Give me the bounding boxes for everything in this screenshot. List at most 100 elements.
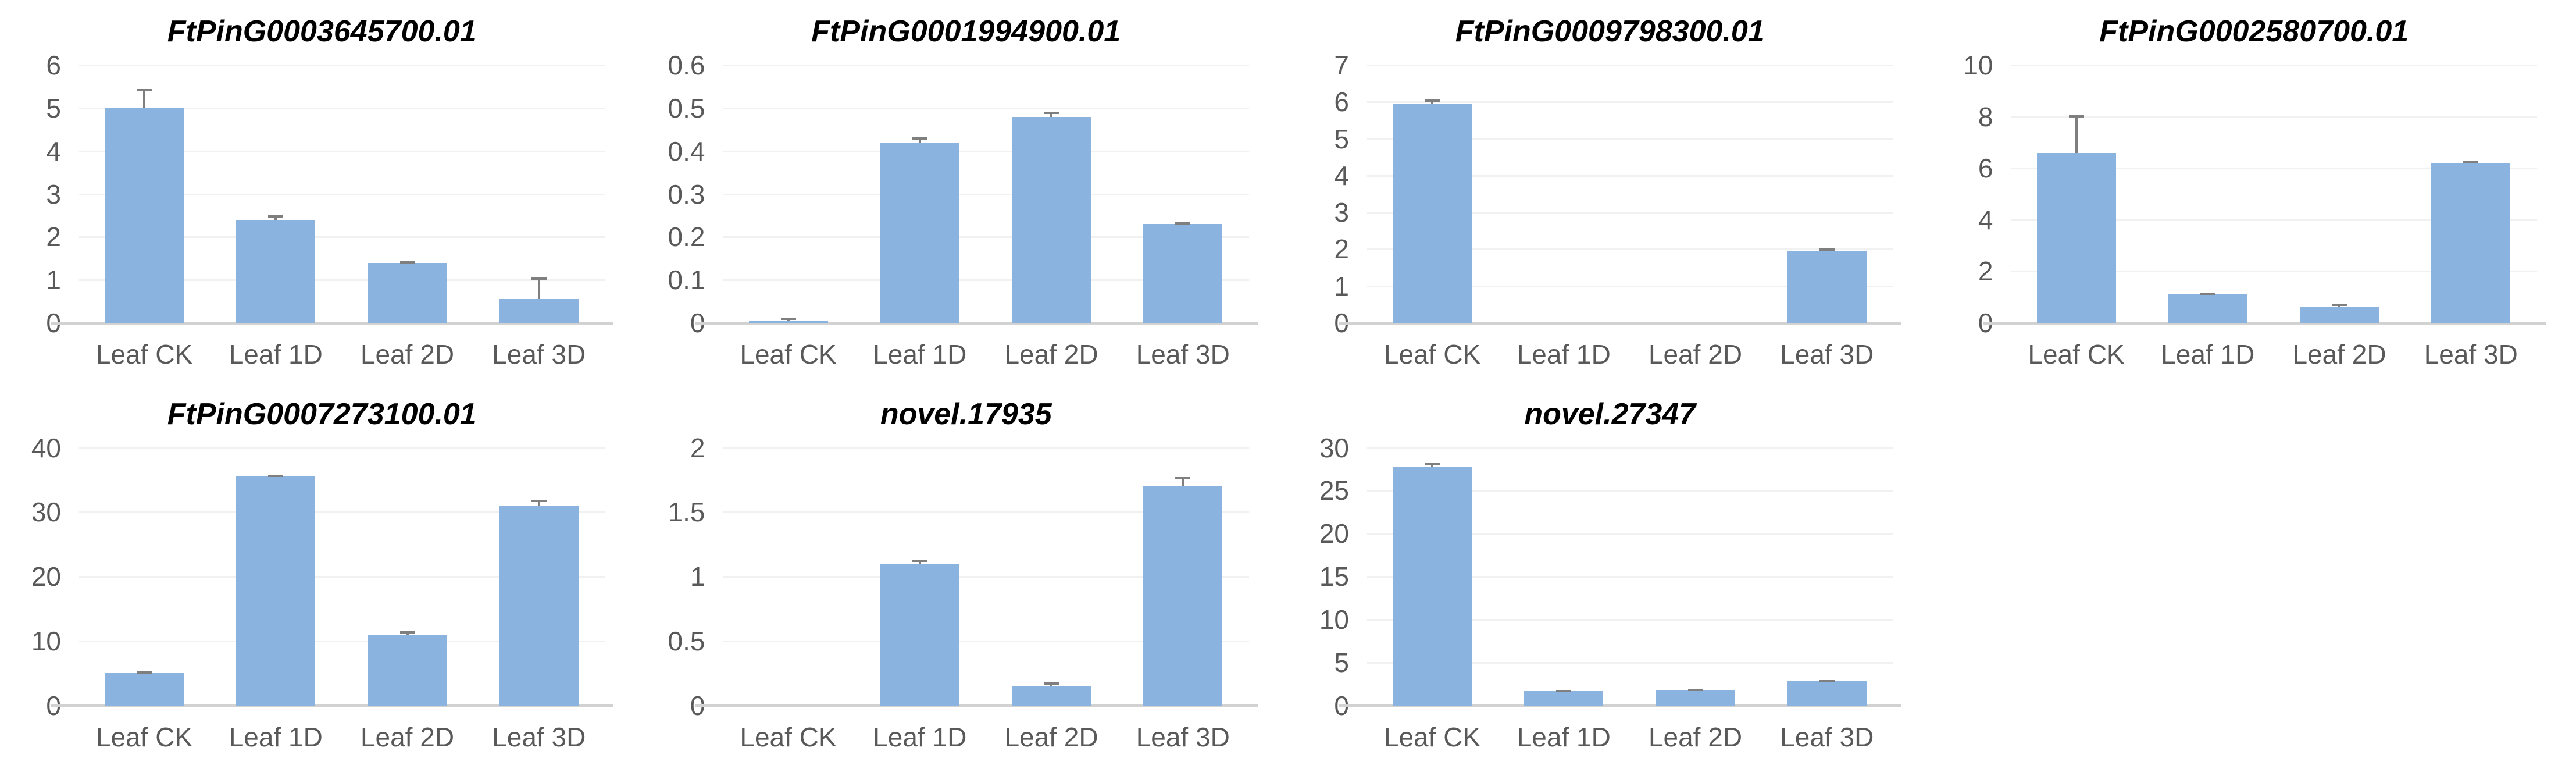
bar-chart: novel.17935 0 0.5 1 1.5 2 Leaf CK Leaf 1D Leaf 2… <box>644 383 1289 765</box>
gridline <box>1367 101 1893 104</box>
error-bar-cap <box>2200 292 2215 295</box>
x-category-label: Leaf CK <box>95 339 193 369</box>
y-tick-label: 4 <box>1978 204 1993 235</box>
bar <box>2300 307 2379 323</box>
bar <box>880 563 959 706</box>
chart-title: FtPinG0001994900.01 <box>811 15 1121 48</box>
y-tick-label: 0.2 <box>668 222 705 252</box>
chart-title: novel.27347 <box>1524 397 1696 431</box>
gridline <box>79 150 605 152</box>
error-bar-cap <box>1044 682 1059 685</box>
gridline <box>79 576 605 578</box>
x-axis-line <box>1982 322 2546 325</box>
gridline <box>722 447 1249 449</box>
empty-cell <box>1932 383 2576 765</box>
gridline <box>79 107 605 109</box>
error-bar-cap <box>1425 463 1440 466</box>
y-tick-label: 1.5 <box>668 497 705 528</box>
error-bar-cap <box>1044 111 1059 114</box>
plot-area <box>1339 65 1901 325</box>
gridline <box>79 65 605 66</box>
gridline <box>1367 65 1893 66</box>
y-tick-label: 4 <box>1334 160 1349 191</box>
x-category-label: Leaf CK <box>95 721 193 752</box>
bar-chart: FtPinG0007273100.01 0 10 20 30 40 Leaf CK Leaf … <box>0 383 644 765</box>
y-tick-label: 7 <box>1334 50 1349 80</box>
bar <box>1143 224 1223 323</box>
y-tick-label: 10 <box>31 625 61 656</box>
bar <box>2168 294 2247 323</box>
gridline <box>1367 447 1893 449</box>
error-bar-cap <box>531 500 547 503</box>
x-category-label: Leaf 1D <box>229 339 323 369</box>
bar <box>2036 152 2116 323</box>
x-category-label: Leaf 1D <box>873 339 967 369</box>
y-tick-label: 0.1 <box>668 265 705 296</box>
gridline <box>1367 138 1893 140</box>
bar-chart: FtPinG0001994900.01 0 0.1 0.2 0.3 0.4 0.5 0.6 Le… <box>644 0 1289 383</box>
y-tick-label: 2 <box>690 432 705 463</box>
y-tick-label: 25 <box>1319 475 1349 506</box>
plot-area <box>51 65 613 325</box>
gridline <box>79 640 605 642</box>
y-tick-label: 6 <box>46 50 61 80</box>
y-tick-label: 10 <box>1319 604 1349 635</box>
error-bar-cap <box>1175 477 1191 480</box>
error-bar-cap <box>2332 303 2347 306</box>
gridline <box>722 279 1249 282</box>
x-category-label: Leaf 3D <box>492 721 586 752</box>
x-axis-line <box>694 322 1258 325</box>
gridline <box>722 65 1249 66</box>
y-tick-label: 1 <box>1334 271 1349 301</box>
gridline <box>722 150 1249 152</box>
bar-chart: FtPinG0009798300.01 0 1 2 3 4 5 6 7 Leaf CK Leaf 1… <box>1288 0 1932 383</box>
y-tick-label: 30 <box>1319 432 1349 463</box>
gridline <box>2010 219 2537 221</box>
x-category-label: Leaf 2D <box>1648 721 1743 752</box>
bar <box>236 476 316 706</box>
y-tick-label: 4 <box>46 136 61 166</box>
y-tick-label: 20 <box>31 561 61 592</box>
x-category-label: Leaf 3D <box>2424 339 2518 369</box>
gridline <box>1367 576 1893 578</box>
x-category-label: Leaf CK <box>740 339 837 369</box>
x-axis-line <box>694 704 1258 707</box>
error-bar <box>1050 111 1053 117</box>
x-category-label: Leaf 1D <box>873 721 967 752</box>
bar <box>2431 163 2511 323</box>
error-bar-cap <box>780 318 796 321</box>
chart-title: FtPinG0003645700.01 <box>167 15 477 48</box>
bar-chart: FtPinG0003645700.01 0 1 2 3 4 5 6 Leaf CK Leaf 1D… <box>0 0 644 383</box>
bar <box>368 634 447 706</box>
error-bar-cap <box>2463 160 2479 163</box>
x-category-label: Leaf CK <box>740 721 837 752</box>
y-tick-label: 30 <box>31 497 61 528</box>
y-tick-label: 8 <box>1978 101 1993 132</box>
gridline <box>1367 490 1893 492</box>
error-bar-cap <box>912 137 927 140</box>
y-tick-label: 0.5 <box>668 625 705 656</box>
x-axis-line <box>51 704 613 707</box>
bar-chart: FtPinG0002580700.01 0 2 4 6 8 10 Leaf CK Leaf 1D… <box>1932 0 2576 383</box>
gridline <box>79 511 605 514</box>
x-category-label: Leaf 1D <box>1517 339 1611 369</box>
gridline <box>79 193 605 195</box>
y-tick-label: 2 <box>46 222 61 252</box>
bar <box>1012 686 1091 706</box>
gridline <box>2010 168 2537 170</box>
error-bar <box>918 137 921 143</box>
bar <box>1787 251 1867 323</box>
bar <box>1524 691 1604 706</box>
plot-area <box>1982 65 2546 325</box>
gridline <box>1367 175 1893 177</box>
error-bar-cap <box>399 631 415 634</box>
x-category-label: Leaf 2D <box>1648 339 1743 369</box>
gridline <box>2010 65 2537 66</box>
y-tick-label: 0.3 <box>668 179 705 209</box>
y-tick-label: 0.5 <box>668 92 705 123</box>
x-category-label: Leaf 2D <box>1004 339 1098 369</box>
y-tick-label: 0.6 <box>668 50 705 80</box>
y-tick-label: 2 <box>1334 234 1349 265</box>
error-bar-cap <box>137 671 152 674</box>
error-bar <box>143 88 146 108</box>
